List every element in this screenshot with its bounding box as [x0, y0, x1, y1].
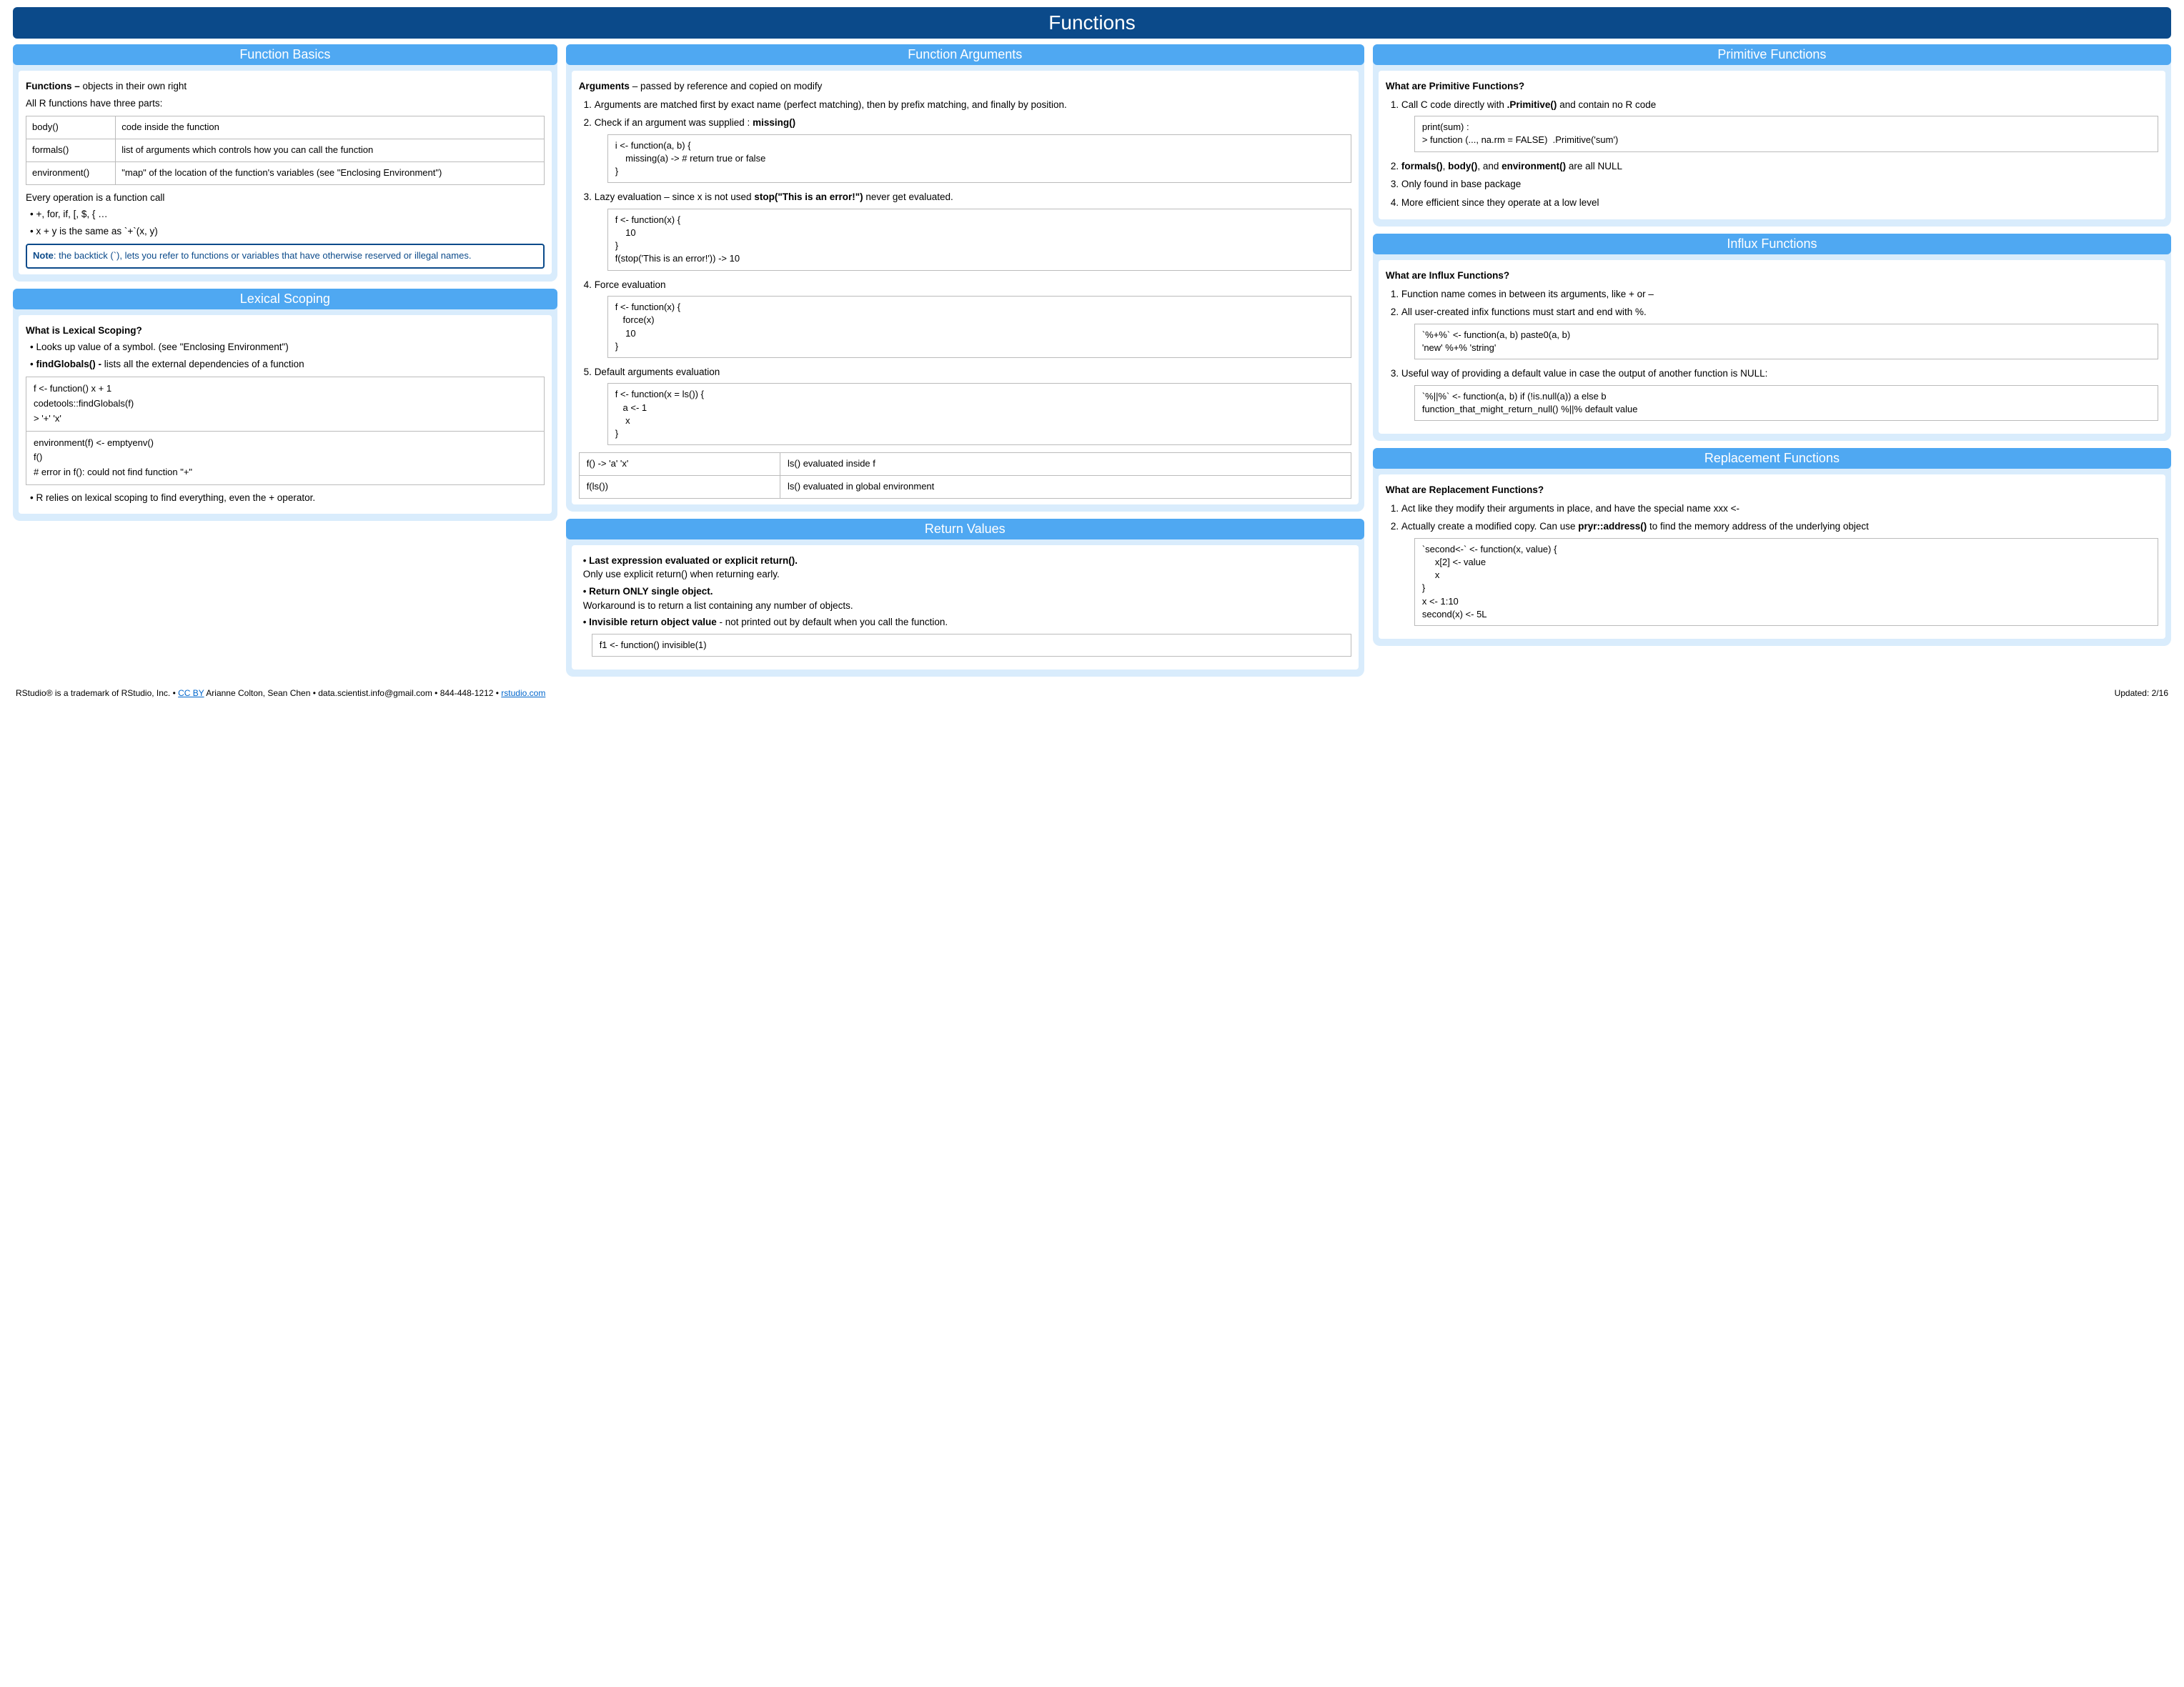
repl-heading: What are Replacement Functions? — [1386, 484, 1544, 495]
list-item: Arguments are matched first by exact nam… — [595, 98, 1351, 112]
list-item: Useful way of providing a default value … — [1401, 367, 2158, 421]
list-item: Check if an argument was supplied : miss… — [595, 116, 1351, 183]
panel-function-basics: Function Basics Functions – objects in t… — [13, 44, 557, 282]
section-title-influx: Influx Functions — [1373, 234, 2171, 254]
section-title-primitive: Primitive Functions — [1373, 44, 2171, 65]
list-item: formals(), body(), and environment() are… — [1401, 159, 2158, 174]
every-op: Every operation is a function call — [26, 191, 545, 205]
basics-sub: All R functions have three parts: — [26, 96, 545, 111]
footer-right: Updated: 2/16 — [2115, 688, 2168, 698]
eval-table: f() -> 'a' 'x'ls() evaluated inside f f(… — [579, 452, 1351, 499]
note-box: Note: the backtick (`), lets you refer t… — [26, 244, 545, 268]
table-row: f(ls())ls() evaluated in global environm… — [579, 476, 1351, 499]
section-title-args: Function Arguments — [566, 44, 1364, 65]
code-block: `%||%` <- function(a, b) if (!is.null(a)… — [1414, 385, 2158, 421]
list-item: Only found in base package — [1401, 177, 2158, 191]
footer-left: RStudio® is a trademark of RStudio, Inc.… — [16, 688, 545, 698]
code-block: `%+%` <- function(a, b) paste0(a, b) 'ne… — [1414, 324, 2158, 359]
code-block: f <- function(x = ls()) { a <- 1 x } — [607, 383, 1351, 445]
list-item: Force evaluation f <- function(x) { forc… — [595, 278, 1351, 358]
scoping-heading: What is Lexical Scoping? — [26, 325, 142, 336]
list-item: R relies on lexical scoping to find ever… — [30, 491, 545, 505]
list-item: +, for, if, [, $, { … — [30, 207, 545, 222]
list-item: Function name comes in between its argum… — [1401, 287, 2158, 302]
parts-table: body()code inside the function formals()… — [26, 116, 545, 185]
panel-function-arguments: Function Arguments Arguments – passed by… — [566, 44, 1364, 512]
panel-return-values: Return Values Last expression evaluated … — [566, 519, 1364, 677]
table-row: f() -> 'a' 'x'ls() evaluated inside f — [579, 453, 1351, 476]
list-item: Act like they modify their arguments in … — [1401, 502, 2158, 516]
basics-lead: Functions – objects in their own right — [26, 79, 545, 94]
list-item: Looks up value of a symbol. (see "Enclos… — [30, 340, 545, 354]
code-block: f <- function(x) { force(x) 10 } — [607, 296, 1351, 358]
list-item: Return ONLY single object.Workaround is … — [583, 584, 1351, 612]
column-1: Function Basics Functions – objects in t… — [13, 44, 557, 684]
code-block: f <- function(x) { 10 } f(stop('This is … — [607, 209, 1351, 271]
list-item: Actually create a modified copy. Can use… — [1401, 519, 2158, 626]
section-title-return: Return Values — [566, 519, 1364, 539]
prim-heading: What are Primitive Functions? — [1386, 81, 1524, 91]
table-row: formals()list of arguments which control… — [26, 139, 545, 161]
code-block: i <- function(a, b) { missing(a) -> # re… — [607, 134, 1351, 184]
code-block: `second<-` <- function(x, value) { x[2] … — [1414, 538, 2158, 626]
list-item: Call C code directly with .Primitive() a… — [1401, 98, 2158, 152]
table-row: environment()"map" of the location of th… — [26, 161, 545, 184]
code-block: f <- function() x + 1 codetools::findGlo… — [26, 377, 544, 430]
list-item: Last expression evaluated or explicit re… — [583, 554, 1351, 582]
list-item: Default arguments evaluation f <- functi… — [595, 365, 1351, 445]
footer: RStudio® is a trademark of RStudio, Inc.… — [13, 688, 2171, 698]
section-title-scoping: Lexical Scoping — [13, 289, 557, 309]
list-item: x + y is the same as `+`(x, y) — [30, 224, 545, 239]
section-title-basics: Function Basics — [13, 44, 557, 65]
scoping-code-stack: f <- function() x + 1 codetools::findGlo… — [26, 377, 545, 485]
list-item: More efficient since they operate at a l… — [1401, 196, 2158, 210]
panel-influx-functions: Influx Functions What are Influx Functio… — [1373, 234, 2171, 441]
column-2: Function Arguments Arguments – passed by… — [566, 44, 1364, 684]
panel-primitive-functions: Primitive Functions What are Primitive F… — [1373, 44, 2171, 227]
code-block: f1 <- function() invisible(1) — [592, 634, 1351, 657]
code-block: environment(f) <- emptyenv() f() # error… — [26, 431, 544, 484]
panel-lexical-scoping: Lexical Scoping What is Lexical Scoping?… — [13, 289, 557, 521]
args-lead: Arguments – passed by reference and copi… — [579, 79, 1351, 94]
list-item: Invisible return object value - not prin… — [583, 615, 1351, 629]
page-title: Functions — [13, 7, 2171, 39]
list-item: All user-created infix functions must st… — [1401, 305, 2158, 359]
code-block: print(sum) : > function (..., na.rm = FA… — [1414, 116, 2158, 151]
list-item: Lazy evaluation – since x is not used st… — [595, 190, 1351, 270]
influx-heading: What are Influx Functions? — [1386, 270, 1509, 281]
columns: Function Basics Functions – objects in t… — [13, 44, 2171, 684]
section-title-replacement: Replacement Functions — [1373, 448, 2171, 469]
list-item: findGlobals() - lists all the external d… — [30, 357, 545, 372]
panel-replacement-functions: Replacement Functions What are Replaceme… — [1373, 448, 2171, 646]
column-3: Primitive Functions What are Primitive F… — [1373, 44, 2171, 684]
table-row: body()code inside the function — [26, 116, 545, 139]
